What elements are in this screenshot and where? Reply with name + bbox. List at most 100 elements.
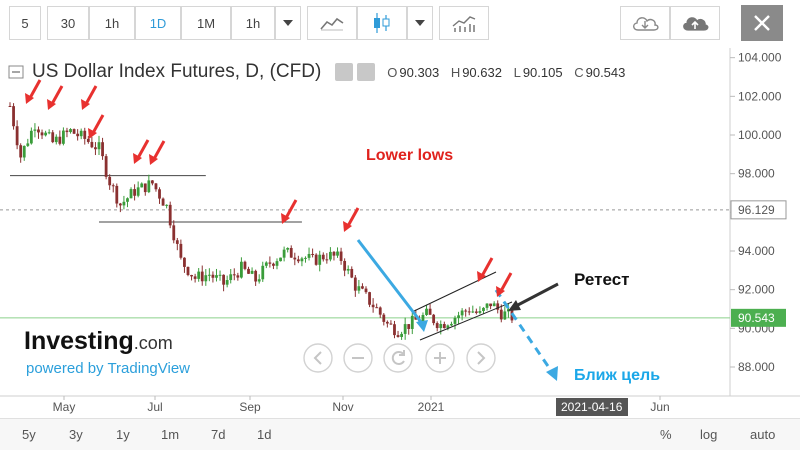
candle: [72, 128, 76, 135]
y-tick-label: 98.000: [738, 167, 775, 181]
interval-1h-alt-button[interactable]: 1h: [231, 6, 275, 40]
candle: [314, 253, 318, 266]
red-arrow: [496, 272, 513, 297]
chart-legend: US Dollar Index Futures, D, (CFD) O 90.30…: [8, 60, 633, 84]
candle: [243, 260, 247, 271]
candle: [215, 268, 218, 282]
candle: [307, 247, 311, 261]
candle: [311, 248, 314, 258]
interval-dropdown-button[interactable]: [275, 6, 301, 40]
candle: [361, 283, 364, 290]
candle: [375, 303, 379, 309]
close-icon: [754, 15, 770, 31]
candle: [403, 317, 407, 340]
range-5y-button[interactable]: 5y: [22, 427, 36, 442]
candle: [446, 324, 450, 331]
interval-1m-button[interactable]: 1M: [181, 6, 231, 40]
range-7d-button[interactable]: 7d: [211, 427, 226, 442]
chevron-left-icon: [313, 351, 322, 365]
candle: [179, 239, 183, 260]
candle: [289, 245, 293, 258]
percent-scale-button[interactable]: %: [660, 427, 672, 442]
candle: [321, 252, 325, 262]
cloud-download-icon: [633, 17, 659, 31]
candle: [350, 266, 354, 279]
candle: [19, 143, 23, 163]
auto-scale-button[interactable]: auto: [750, 427, 776, 442]
candle: [44, 130, 47, 137]
candle: [207, 268, 211, 282]
range-1y-button[interactable]: 1y: [116, 427, 130, 442]
plus-icon: [434, 352, 446, 364]
candle: [264, 261, 268, 269]
candle: [172, 220, 176, 244]
candle: [304, 256, 307, 263]
candle: [343, 258, 347, 277]
high-label: H: [450, 64, 461, 80]
candle: [225, 275, 229, 288]
candle: [140, 182, 144, 188]
line-chart-button[interactable]: [307, 6, 357, 40]
close-button[interactable]: [741, 5, 783, 41]
candle: [393, 320, 396, 339]
range-1d-button[interactable]: 1d: [257, 427, 272, 442]
candle: [268, 256, 272, 268]
price-chart[interactable]: 88.00090.00092.00094.00096.00098.000100.…: [0, 48, 800, 418]
candle: [168, 201, 172, 229]
candle: [382, 313, 386, 326]
candle: [186, 266, 190, 277]
reset-button[interactable]: [383, 343, 413, 373]
interval-30-button[interactable]: 30: [47, 6, 89, 40]
range-3y-button[interactable]: 3y: [69, 427, 83, 442]
target-arrow-head: [546, 366, 558, 381]
candle: [83, 127, 87, 145]
red-arrows: [25, 79, 513, 297]
candle: [425, 304, 428, 316]
candle: [496, 300, 500, 314]
range-1m-button[interactable]: 1m: [161, 427, 180, 442]
interval-5-button[interactable]: 5: [9, 6, 41, 40]
red-arrow: [47, 85, 64, 110]
interval-1d-button[interactable]: 1D: [135, 6, 181, 40]
candlesticks: [8, 102, 514, 340]
y-tick-label: 102.000: [738, 89, 782, 103]
open-label: O: [387, 64, 398, 80]
chart-type-dropdown-button[interactable]: [407, 6, 433, 40]
candle: [118, 202, 122, 213]
candle: [485, 303, 489, 311]
candlestick-icon: [374, 13, 390, 33]
candle: [229, 268, 233, 284]
candle: [37, 126, 40, 139]
candle-chart-button[interactable]: [357, 6, 407, 40]
powered-by-tradingview: powered by TradingView: [26, 360, 190, 377]
candle: [257, 274, 261, 284]
download-button[interactable]: [620, 6, 670, 40]
candle: [204, 269, 208, 286]
candle: [15, 120, 19, 150]
candle: [69, 128, 72, 134]
candle: [197, 268, 201, 282]
candle: [126, 197, 129, 208]
y-tick-label: 88.000: [738, 360, 775, 374]
candle: [22, 145, 26, 161]
indicators-button[interactable]: [439, 6, 489, 40]
candle: [65, 127, 69, 138]
down-move-arrow-head: [416, 320, 428, 332]
candle: [282, 246, 286, 262]
x-tick-label: Sep: [239, 400, 261, 414]
interval-1h-button[interactable]: 1h: [89, 6, 135, 40]
close-value: 90.543: [585, 64, 626, 80]
upload-button[interactable]: [670, 6, 720, 40]
settings-icon[interactable]: [335, 63, 354, 81]
target-label: Ближ цель: [574, 367, 660, 384]
candle: [371, 298, 375, 313]
top-toolbar: 5 30 1h 1D 1M 1h: [0, 0, 800, 48]
indicators-icon: [452, 16, 476, 32]
scroll-left-button[interactable]: [303, 343, 333, 373]
visibility-icon[interactable]: [357, 63, 376, 81]
log-scale-button[interactable]: log: [700, 427, 718, 442]
scroll-right-button[interactable]: [466, 343, 496, 373]
collapse-legend-icon[interactable]: [8, 65, 24, 79]
candle: [364, 286, 368, 294]
candle: [247, 266, 250, 274]
